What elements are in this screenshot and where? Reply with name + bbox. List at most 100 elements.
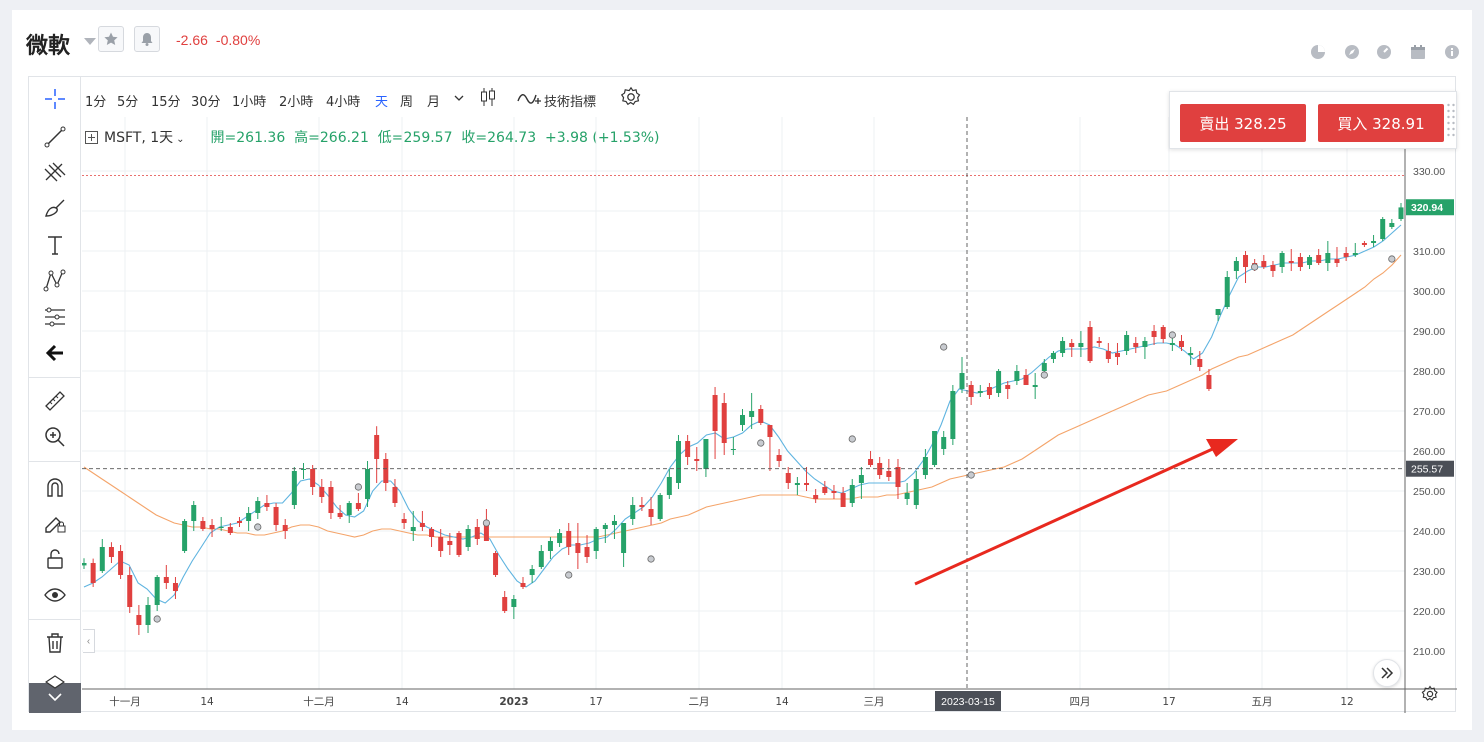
sell-button[interactable]: 賣出 328.25 [1180, 104, 1306, 142]
timeframe-15m[interactable]: 15分 [151, 95, 181, 110]
alert-button[interactable] [134, 26, 160, 52]
candle [959, 357, 965, 393]
candle [666, 469, 672, 499]
candle-body [1261, 261, 1267, 267]
candle [657, 493, 663, 521]
crosshair-price-box [1406, 460, 1454, 477]
event-marker [1168, 331, 1176, 339]
candle [913, 471, 919, 509]
delete-tool[interactable] [39, 627, 71, 659]
candle [182, 519, 188, 553]
legend-symbol[interactable]: MSFT, 1天 [104, 130, 174, 146]
toolbar-divider [29, 377, 81, 378]
candle-body [621, 523, 627, 553]
timeframe-week[interactable]: 周 [400, 95, 414, 110]
drawing-toolbar [29, 77, 81, 713]
collapse-toolbar-tab[interactable]: ‹ [83, 629, 95, 653]
candle [154, 575, 160, 611]
candle-body [483, 525, 489, 541]
candle-body [145, 605, 151, 625]
pie-chart-icon[interactable] [1310, 44, 1326, 60]
timeframe-4h[interactable]: 4小時 [326, 95, 361, 110]
zoom-tool[interactable] [39, 421, 71, 453]
timeframe-30m[interactable]: 30分 [191, 95, 221, 110]
favorite-button[interactable] [98, 26, 124, 52]
calendar-icon[interactable] [1410, 44, 1426, 60]
gear-icon[interactable] [620, 86, 642, 108]
lock-drawing-tool[interactable] [39, 507, 71, 539]
candle-body [895, 467, 901, 487]
candle [858, 467, 864, 499]
pattern-tool[interactable] [39, 265, 71, 297]
candle [1069, 339, 1075, 357]
gear-icon[interactable] [1421, 685, 1439, 703]
crosshair-tool[interactable] [39, 83, 71, 115]
candle-body [630, 505, 636, 519]
candle [301, 463, 306, 479]
legend-change: +3.98 (+1.53%) [545, 130, 660, 146]
candle-body [804, 483, 810, 485]
visibility-tool[interactable] [39, 579, 71, 611]
indicators-button[interactable]: 技術指標 [544, 95, 597, 110]
info-icon[interactable] [1444, 44, 1460, 60]
scroll-to-latest-button[interactable] [1373, 659, 1401, 687]
candle-body [529, 569, 535, 575]
candle-body [456, 533, 462, 555]
candle-body [191, 505, 197, 521]
brush-tool[interactable] [39, 193, 71, 225]
gauge-icon[interactable] [1376, 44, 1392, 60]
candle [776, 449, 782, 467]
chevron-down-icon[interactable] [84, 38, 96, 45]
candle-body [374, 435, 380, 459]
x-tick-label: 十二月 [303, 695, 335, 708]
timeframe-month[interactable]: 月 [427, 95, 441, 110]
candle-type-icon[interactable] [479, 87, 497, 107]
timeframe-2h[interactable]: 2小時 [279, 95, 314, 110]
candle-body [849, 485, 855, 503]
candle [712, 387, 718, 459]
candle-body [813, 495, 819, 499]
candle-body [246, 513, 252, 521]
candle [365, 461, 371, 507]
timeframe-1m[interactable]: 1分 [85, 95, 107, 110]
candle-body [730, 449, 736, 450]
candle-body [877, 463, 883, 475]
candle-body [1334, 259, 1340, 263]
ruler-tool[interactable] [39, 385, 71, 417]
compass-icon[interactable] [1344, 44, 1360, 60]
candle [895, 459, 901, 499]
back-tool[interactable] [39, 337, 71, 369]
x-tick-label: 2023 [499, 696, 528, 708]
magnet-tool[interactable] [39, 471, 71, 503]
ma-slow-line [83, 254, 1402, 538]
lock-tool[interactable] [39, 543, 71, 575]
timeframe-5m[interactable]: 5分 [117, 95, 139, 110]
candle [685, 435, 691, 465]
candle-body [218, 527, 224, 528]
candle [1325, 241, 1331, 271]
candle [282, 519, 288, 539]
text-icon [48, 236, 62, 255]
layers-icon[interactable] [45, 675, 65, 689]
trendline-tool[interactable] [39, 121, 71, 153]
chevron-down-icon[interactable] [454, 93, 464, 103]
timeframe-day[interactable]: 天 [375, 95, 389, 110]
expand-icon[interactable] [85, 131, 98, 144]
candle [1160, 325, 1166, 343]
pitchfork-tool[interactable] [39, 157, 71, 189]
buy-button[interactable]: 買入 328.91 [1318, 104, 1444, 142]
candle [1105, 343, 1111, 363]
timeframe-1h[interactable]: 1小時 [232, 95, 267, 110]
prediction-tool[interactable] [39, 301, 71, 333]
candle [209, 519, 215, 537]
last-price-label: 320.94 [1411, 202, 1443, 214]
zoom-in-icon [45, 427, 65, 447]
candle-body [822, 487, 828, 493]
price-chart[interactable]: 330.00320.00310.00300.00290.00280.00270.… [82, 117, 1457, 713]
candle-body [1297, 257, 1303, 267]
chevron-down-icon[interactable]: ⌄ [176, 134, 185, 145]
drag-handle-icon[interactable] [1446, 102, 1456, 142]
trade-panel: 賣出 328.25 買入 328.91 [1169, 91, 1457, 149]
indicators-icon[interactable] [517, 89, 541, 105]
text-tool[interactable] [39, 229, 71, 261]
